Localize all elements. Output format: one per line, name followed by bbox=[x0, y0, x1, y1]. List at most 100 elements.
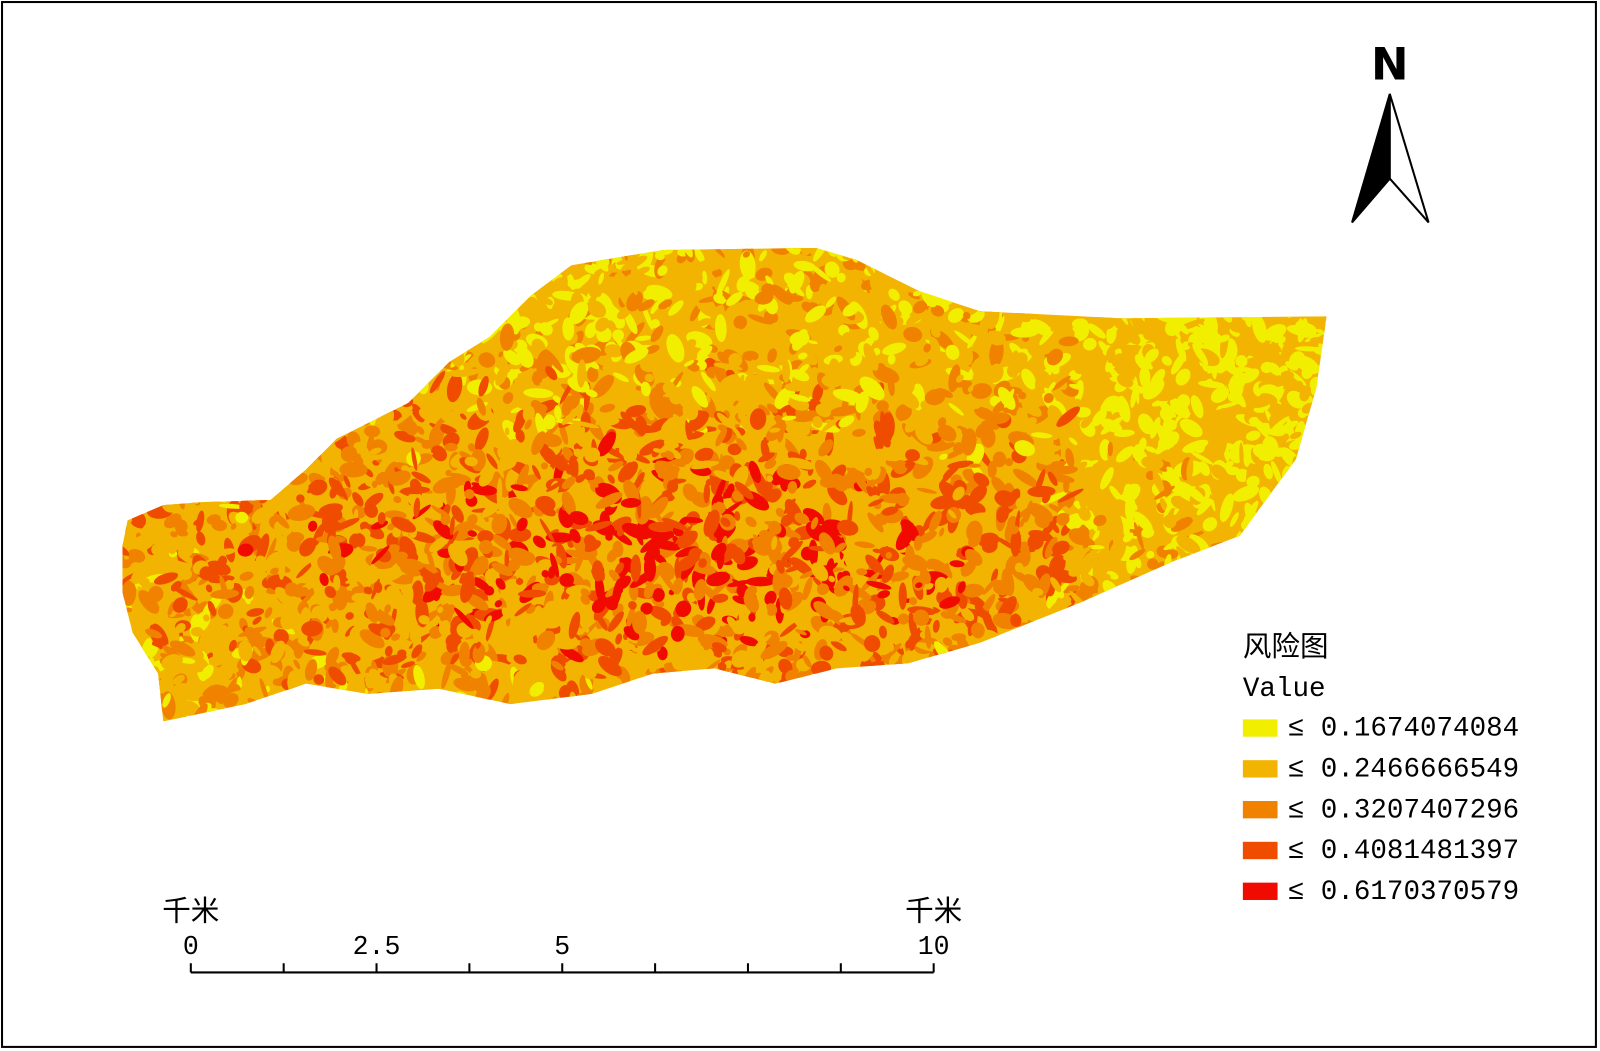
raster-patch bbox=[158, 356, 174, 384]
raster-patch bbox=[175, 371, 192, 391]
raster-patch bbox=[338, 694, 350, 712]
raster-patch bbox=[1249, 605, 1268, 623]
raster-patch bbox=[1323, 358, 1327, 387]
raster-patch bbox=[1105, 620, 1119, 630]
raster-patch bbox=[1316, 502, 1327, 516]
raster-patch bbox=[112, 692, 124, 703]
raster-patch bbox=[878, 686, 902, 705]
raster-patch bbox=[1141, 663, 1161, 688]
raster-patch bbox=[1041, 275, 1065, 289]
raster-patch bbox=[178, 285, 186, 296]
raster-patch bbox=[601, 716, 623, 722]
raster-patch bbox=[303, 314, 316, 336]
raster-patch bbox=[269, 301, 278, 315]
raster-patch bbox=[1054, 247, 1069, 263]
raster-patch bbox=[393, 332, 416, 350]
raster-patch bbox=[221, 481, 242, 495]
raster-patch bbox=[340, 307, 348, 334]
raster-patch bbox=[950, 689, 964, 713]
raster-patch bbox=[234, 436, 241, 458]
raster-patch bbox=[1106, 644, 1135, 661]
raster-patch bbox=[320, 356, 331, 367]
raster-patch bbox=[1183, 668, 1209, 684]
raster-patch bbox=[476, 247, 488, 249]
raster-patch bbox=[673, 402, 684, 417]
raster-patch bbox=[241, 274, 252, 284]
raster-patch bbox=[1125, 707, 1141, 722]
raster-patch bbox=[1282, 565, 1294, 578]
raster-patch bbox=[1320, 521, 1327, 543]
raster-patch bbox=[459, 284, 485, 301]
raster-patch bbox=[749, 688, 775, 704]
raster-patch bbox=[389, 711, 399, 722]
raster-patch bbox=[1169, 253, 1185, 270]
raster-patch bbox=[351, 273, 366, 294]
raster-patch bbox=[968, 711, 983, 722]
raster-patch bbox=[276, 253, 297, 275]
raster-patch bbox=[217, 318, 241, 333]
raster-patch bbox=[363, 315, 385, 323]
raster-patch bbox=[1189, 594, 1211, 613]
raster-patch bbox=[1166, 652, 1173, 662]
raster-patch bbox=[169, 258, 186, 279]
raster-patch bbox=[1028, 706, 1044, 722]
raster-patch bbox=[1003, 634, 1020, 651]
raster-patch bbox=[407, 269, 426, 278]
raster-patch bbox=[309, 341, 318, 355]
raster-patch bbox=[1089, 705, 1110, 719]
raster-patch bbox=[1161, 590, 1176, 605]
raster-patch bbox=[1042, 676, 1055, 689]
raster-patch bbox=[1029, 247, 1045, 249]
raster-patch bbox=[432, 310, 442, 319]
raster-patch bbox=[243, 268, 268, 276]
raster-patch bbox=[1262, 605, 1277, 615]
raster-patch bbox=[146, 463, 173, 471]
raster-patch bbox=[122, 384, 129, 394]
raster-patch bbox=[1243, 247, 1261, 255]
raster-patch bbox=[1230, 549, 1237, 557]
raster-patch bbox=[881, 705, 901, 722]
raster-patch bbox=[364, 285, 390, 305]
raster-patch bbox=[1021, 712, 1040, 721]
raster-patch bbox=[985, 279, 1003, 302]
raster-patch bbox=[987, 700, 1018, 712]
raster-patch bbox=[1106, 677, 1119, 688]
raster-patch bbox=[178, 437, 204, 455]
raster-patch bbox=[691, 681, 702, 692]
raster-patch bbox=[149, 411, 169, 438]
raster-patch bbox=[146, 449, 172, 461]
raster-patch bbox=[1135, 247, 1145, 258]
raster-patch bbox=[360, 401, 374, 410]
raster-patch bbox=[310, 279, 323, 289]
raster-patch bbox=[790, 691, 805, 703]
raster-patch bbox=[1144, 611, 1167, 628]
raster-patch bbox=[664, 704, 691, 721]
raster-patch bbox=[449, 308, 458, 318]
raster-patch bbox=[341, 266, 355, 282]
raster-patch bbox=[272, 324, 283, 333]
raster-patch bbox=[1158, 670, 1174, 687]
raster-patch bbox=[1158, 282, 1168, 295]
raster-patch bbox=[1200, 584, 1207, 613]
raster-patch bbox=[1204, 656, 1227, 667]
raster-patch bbox=[602, 248, 613, 258]
raster-patch bbox=[330, 299, 343, 313]
raster-patch bbox=[1224, 574, 1236, 580]
raster-patch bbox=[1102, 603, 1109, 610]
raster-patch bbox=[357, 318, 369, 335]
raster-patch bbox=[1049, 695, 1064, 701]
raster-patch bbox=[1255, 526, 1280, 536]
raster-patch bbox=[262, 247, 272, 261]
raster-patch bbox=[450, 267, 464, 284]
raster-patch bbox=[122, 471, 127, 480]
raster-patch bbox=[1259, 247, 1278, 263]
raster-patch bbox=[320, 265, 332, 281]
raster-patch bbox=[343, 355, 354, 365]
raster-patch bbox=[341, 361, 355, 383]
raster-patch bbox=[343, 295, 352, 311]
raster-patch bbox=[1158, 600, 1172, 615]
raster-patch bbox=[327, 342, 338, 359]
raster-patch bbox=[1328, 574, 1342, 589]
raster-patch bbox=[251, 339, 260, 351]
raster-patch bbox=[364, 282, 372, 289]
